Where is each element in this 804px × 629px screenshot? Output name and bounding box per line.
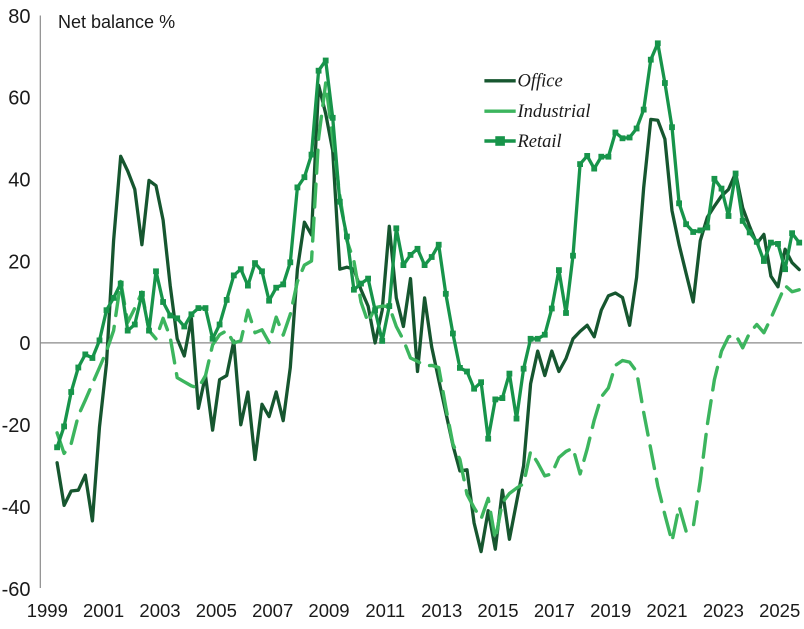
svg-text:2009: 2009 bbox=[308, 600, 349, 621]
svg-text:2023: 2023 bbox=[703, 600, 744, 621]
svg-text:-60: -60 bbox=[2, 579, 31, 601]
svg-text:2021: 2021 bbox=[646, 600, 687, 621]
svg-text:2025: 2025 bbox=[759, 600, 800, 621]
svg-text:2017: 2017 bbox=[534, 600, 575, 621]
svg-text:1999: 1999 bbox=[27, 600, 68, 621]
svg-text:40: 40 bbox=[8, 170, 30, 192]
svg-text:2015: 2015 bbox=[477, 600, 518, 621]
svg-text:2013: 2013 bbox=[421, 600, 462, 621]
svg-text:2001: 2001 bbox=[83, 600, 124, 621]
svg-text:Retail: Retail bbox=[517, 132, 562, 152]
svg-text:80: 80 bbox=[8, 6, 30, 28]
svg-text:-40: -40 bbox=[2, 497, 31, 519]
svg-text:2007: 2007 bbox=[252, 600, 293, 621]
svg-text:Office: Office bbox=[518, 72, 563, 92]
svg-text:2019: 2019 bbox=[590, 600, 631, 621]
svg-text:2005: 2005 bbox=[196, 600, 237, 621]
svg-text:Industrial: Industrial bbox=[517, 102, 591, 122]
svg-text:2011: 2011 bbox=[365, 600, 405, 621]
svg-text:Net balance %: Net balance % bbox=[58, 12, 175, 32]
svg-text:-20: -20 bbox=[2, 415, 31, 437]
svg-text:2003: 2003 bbox=[139, 600, 180, 621]
svg-text:20: 20 bbox=[8, 251, 30, 273]
svg-text:60: 60 bbox=[8, 88, 30, 110]
svg-text:0: 0 bbox=[19, 333, 30, 355]
